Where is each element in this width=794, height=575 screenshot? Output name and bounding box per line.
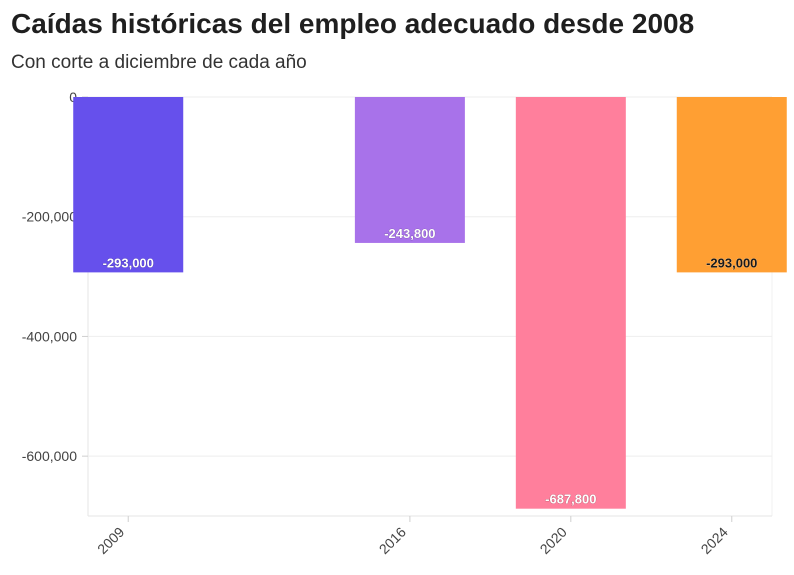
data-label: -687,800	[545, 492, 596, 507]
bars: -293,000 -243,800 -687,800 -293,000	[73, 97, 787, 509]
data-label: -293,000	[103, 255, 154, 270]
x-tick-label: 2016	[376, 524, 409, 557]
y-tick-label: -200,000	[22, 209, 77, 225]
x-axis: 2009 2016 2020 2024	[94, 516, 733, 557]
y-tick-label: 0	[69, 89, 77, 105]
y-tick-label: -400,000	[22, 328, 77, 344]
x-tick-label: 2009	[94, 524, 127, 557]
data-label: -293,000	[706, 255, 757, 270]
bar-2009[interactable]	[73, 97, 184, 273]
grid-lines	[87, 96, 773, 517]
x-tick-label: 2024	[698, 524, 731, 557]
data-label: -243,800	[384, 226, 435, 241]
x-tick-label: 2020	[537, 524, 570, 557]
y-tick-label: -600,000	[22, 448, 77, 464]
bar-2020[interactable]	[515, 97, 626, 509]
chart-subtitle: Con corte a diciembre de cada año	[11, 52, 307, 73]
bar-2024[interactable]	[676, 97, 787, 273]
chart-title: Caídas históricas del empleo adecuado de…	[11, 8, 695, 39]
bar-2016[interactable]	[354, 97, 465, 243]
